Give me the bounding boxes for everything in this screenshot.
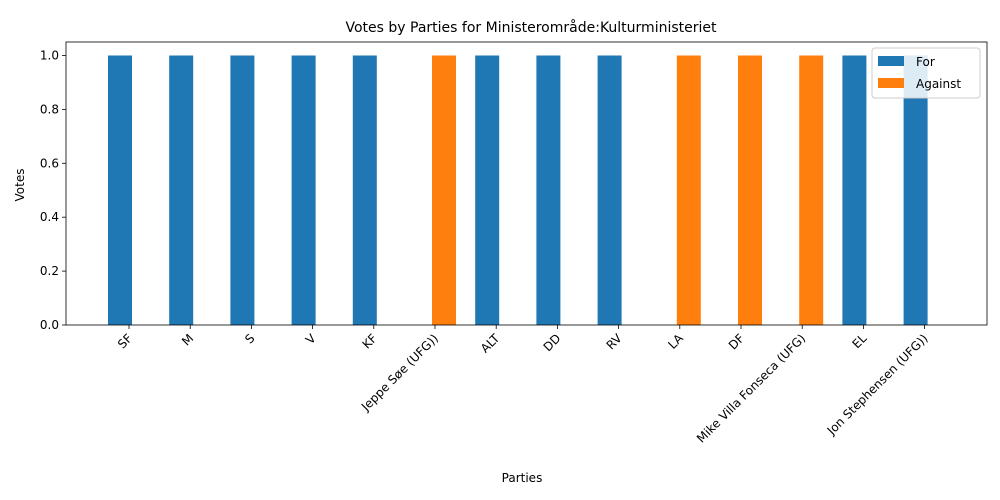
bar-for-3 <box>291 55 316 325</box>
chart-title: Votes by Parties for Ministerområde:Kult… <box>346 19 718 36</box>
x-tick-label: M <box>179 331 196 348</box>
y-tick-label: 0.4 <box>40 210 59 224</box>
bar-against-9 <box>676 55 701 325</box>
x-tick-label: RV <box>604 331 626 353</box>
legend-label-against: Against <box>916 77 961 91</box>
legend: For Against <box>871 47 981 99</box>
bar-against-10 <box>738 55 762 325</box>
y-tick-label: 1.0 <box>40 48 59 62</box>
y-tick-label: 0.2 <box>40 264 59 278</box>
bar-for-8 <box>597 55 622 325</box>
y-tick-label: 0.6 <box>40 156 59 170</box>
axes-frame <box>65 41 988 326</box>
bar-against-11 <box>799 55 824 325</box>
x-tick-label: SF <box>115 331 135 351</box>
bar-for-12 <box>842 55 867 325</box>
x-tick-label: ALT <box>478 331 503 356</box>
y-tick-label: 0.8 <box>40 102 59 116</box>
bar-for-4 <box>352 55 377 325</box>
bar-for-13 <box>903 55 928 325</box>
x-tick-label: V <box>303 331 319 347</box>
x-tick-label: EL <box>850 331 870 351</box>
x-tick-label: Jon Stephensen (UFG)) <box>824 331 931 438</box>
x-axis-title: Parties <box>502 471 543 485</box>
bar-against-5 <box>432 55 456 325</box>
y-axis-title: Votes <box>13 169 27 202</box>
bar-for-2 <box>230 55 255 325</box>
legend-swatch-against <box>878 78 904 88</box>
legend-swatch-for <box>878 56 904 66</box>
bar-for-1 <box>169 55 194 325</box>
legend-label-for: For <box>916 55 935 69</box>
x-tick-label: DD <box>541 331 564 354</box>
x-tick-label: S <box>242 331 257 346</box>
bar-for-6 <box>475 55 500 325</box>
y-tick-label: 0.0 <box>40 318 59 332</box>
bar-for-0 <box>108 55 132 325</box>
x-tick-label: LA <box>665 331 686 352</box>
x-tick-label: DF <box>726 331 747 352</box>
x-tick-label: KF <box>360 331 380 351</box>
bar-for-7 <box>536 55 561 325</box>
x-tick-label: Mike Villa Fonseca (UFG) <box>694 331 808 445</box>
